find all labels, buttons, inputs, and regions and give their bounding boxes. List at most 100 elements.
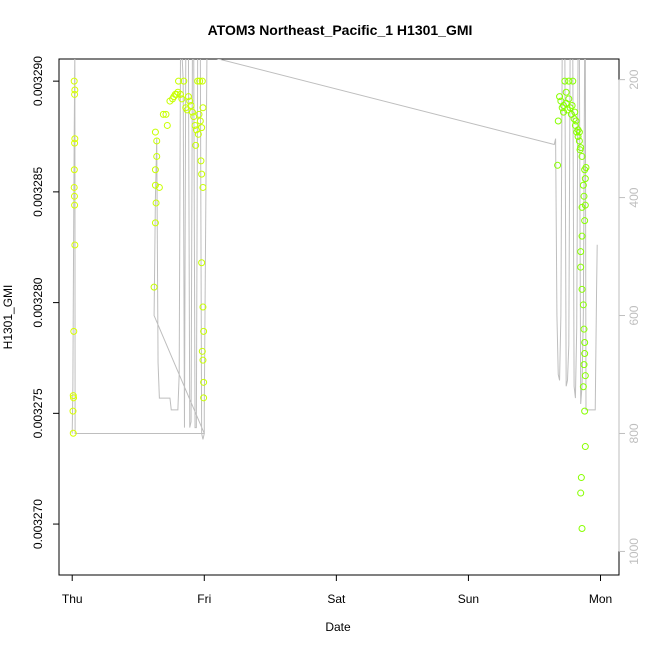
data-point (579, 181, 587, 189)
data-point (69, 392, 77, 400)
x-tick-label: Thu (62, 592, 83, 606)
data-point (151, 219, 159, 227)
data-point (153, 137, 161, 145)
data-point (579, 301, 587, 309)
y2-tick-label: 200 (627, 69, 641, 89)
y2-tick-label: 800 (627, 423, 641, 443)
data-point (162, 110, 170, 118)
data-point (155, 183, 163, 191)
data-point (195, 110, 203, 118)
y-tick-label: 0.003290 (31, 56, 45, 106)
data-point (70, 327, 78, 335)
data-point (581, 350, 589, 358)
data-point (198, 77, 206, 85)
data-point (196, 117, 204, 125)
data-point (199, 356, 207, 364)
data-point (574, 133, 582, 141)
data-point (70, 166, 78, 174)
data-point (560, 108, 568, 116)
data-point (163, 121, 171, 129)
data-point (579, 383, 587, 391)
pressure-line (71, 59, 598, 440)
data-point (569, 77, 577, 85)
data-point (581, 201, 589, 209)
data-point (565, 77, 573, 85)
x-axis: Thu Fri Sat Sun Mon (62, 574, 612, 606)
data-point (191, 121, 199, 129)
data-point (575, 128, 583, 136)
data-point (188, 108, 196, 116)
data-point (198, 124, 206, 132)
data-point (198, 259, 206, 267)
data-point (71, 241, 79, 249)
data-point (151, 166, 159, 174)
y-axis-label: H1301_GMI (1, 285, 15, 350)
data-point (198, 170, 206, 178)
data-point (151, 128, 159, 136)
data-point (69, 429, 77, 437)
data-point (199, 183, 207, 191)
x-tick-label: Mon (589, 592, 612, 606)
data-point (561, 77, 569, 85)
data-point (581, 443, 589, 451)
data-point (180, 77, 188, 85)
data-point (150, 283, 158, 291)
y2-tick-label: 600 (627, 305, 641, 325)
data-point (560, 102, 568, 110)
data-point (556, 93, 564, 101)
y-tick-label: 0.003285 (31, 167, 45, 217)
data-point (578, 152, 586, 160)
y2-axis: 200 400 600 800 1000 (618, 69, 641, 565)
data-point (577, 144, 585, 152)
y-tick-label: 0.003275 (31, 388, 45, 438)
data-point (71, 135, 79, 143)
data-point (200, 327, 208, 335)
data-point (200, 378, 208, 386)
data-point (175, 77, 183, 85)
x-tick-label: Fri (197, 592, 211, 606)
data-point (71, 86, 79, 94)
data-point (159, 110, 167, 118)
x-tick-label: Sat (327, 592, 346, 606)
data-point (152, 199, 160, 207)
pressure-polyline (71, 59, 598, 440)
data-point (581, 175, 589, 183)
data-point (199, 303, 207, 311)
data-point (571, 108, 579, 116)
data-point (580, 192, 588, 200)
data-point (199, 104, 207, 112)
data-point (194, 130, 202, 138)
data-point (577, 474, 585, 482)
y-axis: 0.003270 0.003275 0.003280 0.003285 0.003290 (31, 56, 60, 549)
y-tick-label: 0.003270 (31, 499, 45, 549)
data-point (580, 361, 588, 369)
x-axis-label: Date (325, 620, 351, 634)
data-point (578, 232, 586, 240)
data-point (192, 141, 200, 149)
data-point (568, 102, 576, 110)
data-point (565, 95, 573, 103)
data-point (194, 77, 202, 85)
data-point (554, 117, 562, 125)
y-tick-label: 0.003280 (31, 277, 45, 327)
data-point (554, 161, 562, 169)
data-point (570, 115, 578, 123)
data-point (153, 152, 161, 160)
chart-title: ATOM3 Northeast_Pacific_1 H1301_GMI (208, 22, 473, 38)
data-points (69, 77, 590, 532)
x-tick-label: Sun (458, 592, 479, 606)
data-point (70, 394, 78, 402)
data-point (187, 102, 195, 110)
data-point (71, 90, 79, 98)
data-point (577, 263, 585, 271)
data-point (582, 164, 590, 172)
data-point (578, 524, 586, 532)
data-point (575, 137, 583, 145)
data-point (566, 104, 574, 112)
data-point (577, 489, 585, 497)
data-point (70, 183, 78, 191)
data-point (578, 285, 586, 293)
data-point (581, 372, 589, 380)
data-point (197, 157, 205, 165)
